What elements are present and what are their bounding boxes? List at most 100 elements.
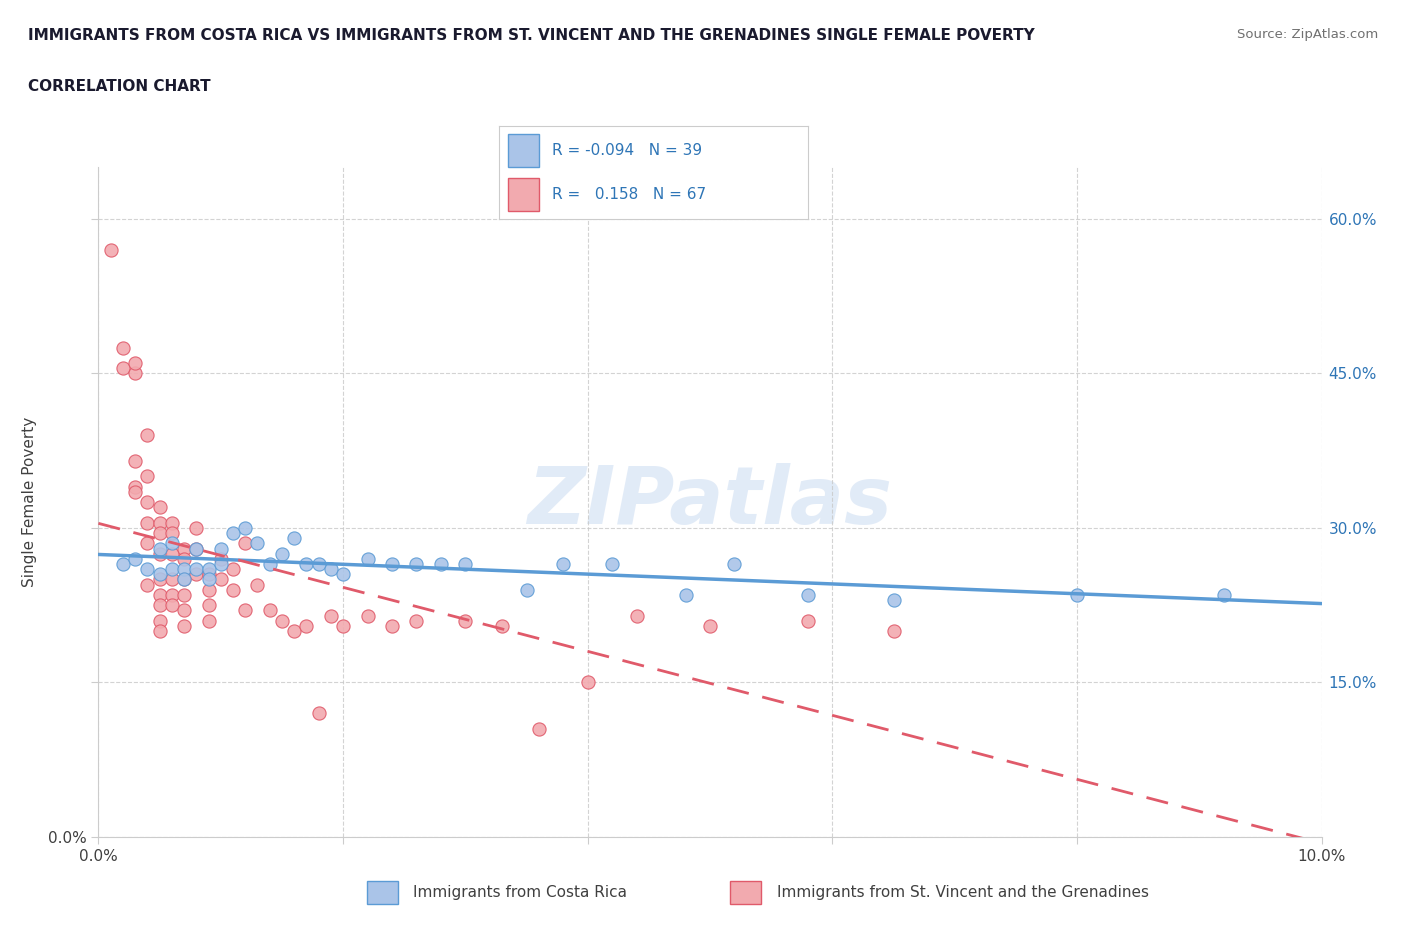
Y-axis label: Single Female Poverty: Single Female Poverty (21, 417, 37, 588)
Point (173, 618, 195, 633)
Point (626, 608, 648, 623)
Point (197, 567, 219, 582)
Point (222, 562, 245, 577)
Point (160, 515, 183, 530)
Text: R =   0.158   N = 67: R = 0.158 N = 67 (551, 187, 706, 202)
Point (553, 556, 575, 571)
Point (136, 428, 159, 443)
Point (356, 551, 378, 566)
Point (1066, 588, 1088, 603)
Point (454, 613, 477, 628)
Point (491, 618, 513, 633)
Point (1212, 588, 1234, 603)
Point (149, 567, 172, 582)
Point (149, 598, 172, 613)
Point (295, 556, 318, 571)
Point (246, 536, 269, 551)
Point (100, 243, 122, 258)
Text: R = -0.094   N = 39: R = -0.094 N = 39 (551, 143, 702, 158)
Point (149, 613, 172, 628)
Point (186, 521, 208, 536)
FancyBboxPatch shape (731, 882, 762, 904)
Point (149, 572, 172, 587)
Point (516, 582, 538, 597)
Point (149, 588, 172, 603)
Point (136, 578, 159, 592)
Point (699, 618, 721, 633)
Point (233, 521, 256, 536)
Point (308, 706, 330, 721)
Point (173, 541, 195, 556)
Point (259, 603, 281, 618)
Point (197, 572, 219, 587)
Point (173, 603, 195, 618)
Point (136, 495, 159, 510)
Point (319, 608, 342, 623)
Point (883, 592, 905, 607)
Point (149, 541, 172, 556)
Point (381, 618, 404, 633)
Point (222, 582, 245, 597)
Point (124, 551, 146, 566)
Point (405, 613, 427, 628)
Text: CORRELATION CHART: CORRELATION CHART (28, 79, 211, 94)
Text: Immigrants from St. Vincent and the Grenadines: Immigrants from St. Vincent and the Gren… (778, 885, 1149, 900)
Point (186, 541, 208, 556)
FancyBboxPatch shape (509, 178, 540, 211)
Point (259, 556, 281, 571)
Point (186, 562, 208, 577)
Point (283, 531, 305, 546)
Point (246, 578, 269, 592)
Point (675, 588, 697, 603)
Point (160, 588, 183, 603)
Point (186, 541, 208, 556)
Point (124, 355, 146, 370)
Point (149, 515, 172, 530)
Point (723, 556, 745, 571)
Point (173, 572, 195, 587)
Point (186, 567, 208, 582)
Point (797, 588, 820, 603)
Point (209, 572, 232, 587)
Point (136, 536, 159, 551)
Point (124, 454, 146, 469)
Text: ZIPatlas: ZIPatlas (527, 463, 893, 541)
Text: IMMIGRANTS FROM COSTA RICA VS IMMIGRANTS FROM ST. VINCENT AND THE GRENADINES SIN: IMMIGRANTS FROM COSTA RICA VS IMMIGRANTS… (28, 28, 1035, 43)
Point (319, 562, 342, 577)
Point (160, 562, 183, 577)
Point (111, 556, 134, 571)
Point (600, 556, 623, 571)
Point (149, 623, 172, 638)
Point (197, 598, 219, 613)
Point (233, 603, 256, 618)
Point (136, 562, 159, 577)
Point (124, 366, 146, 381)
FancyBboxPatch shape (509, 134, 540, 167)
Point (295, 618, 318, 633)
Point (111, 340, 134, 355)
Point (356, 608, 378, 623)
Point (381, 556, 404, 571)
Point (173, 588, 195, 603)
Point (173, 572, 195, 587)
Point (222, 525, 245, 540)
Point (270, 546, 292, 561)
Point (308, 556, 330, 571)
Point (332, 567, 354, 582)
Point (270, 613, 292, 628)
Point (149, 546, 172, 561)
Point (209, 541, 232, 556)
Point (209, 551, 232, 566)
Point (527, 722, 550, 737)
Point (136, 515, 159, 530)
Point (149, 500, 172, 515)
Point (332, 618, 354, 633)
Point (160, 525, 183, 540)
Point (173, 562, 195, 577)
Point (430, 556, 453, 571)
Point (454, 556, 477, 571)
Point (160, 536, 183, 551)
FancyBboxPatch shape (367, 882, 398, 904)
Point (149, 525, 172, 540)
Point (233, 536, 256, 551)
